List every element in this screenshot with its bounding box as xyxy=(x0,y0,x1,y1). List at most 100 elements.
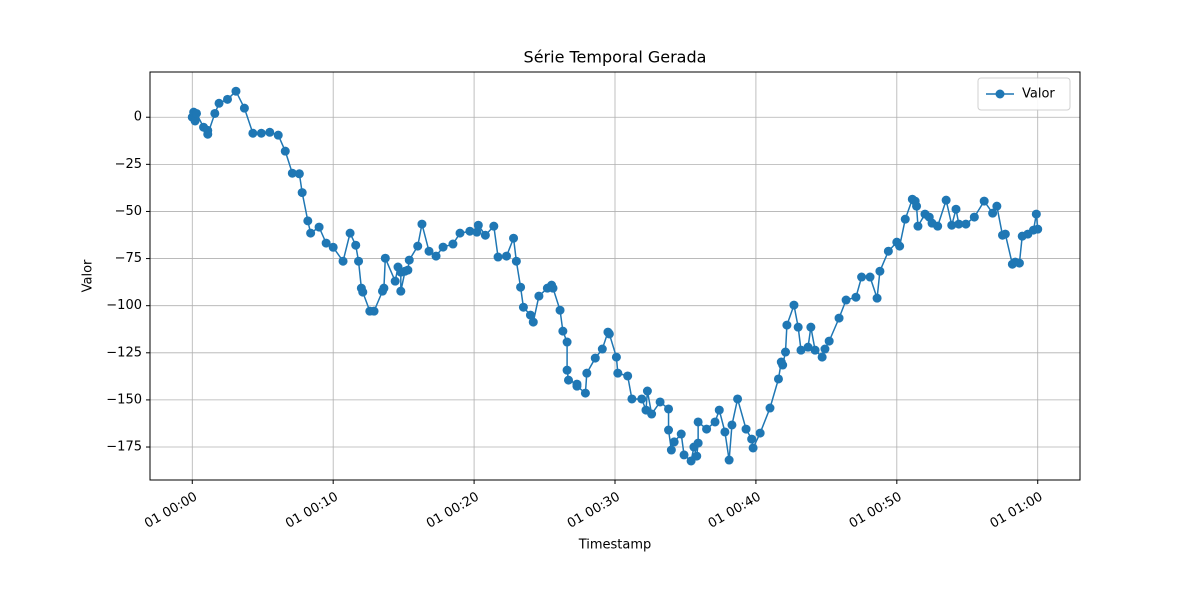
data-point xyxy=(789,300,799,310)
data-point xyxy=(493,252,503,262)
data-point xyxy=(580,388,590,398)
data-point xyxy=(900,214,910,224)
data-point xyxy=(664,404,674,414)
data-point xyxy=(306,228,316,238)
data-point xyxy=(231,86,241,96)
data-point xyxy=(692,451,702,461)
data-point xyxy=(489,221,499,231)
data-point xyxy=(803,342,813,352)
data-point xyxy=(947,220,957,230)
data-point xyxy=(875,266,885,276)
data-point xyxy=(841,295,851,305)
data-point xyxy=(834,313,844,323)
data-point xyxy=(724,455,734,465)
data-point xyxy=(666,445,676,455)
data-point xyxy=(773,374,783,384)
data-point xyxy=(280,146,290,156)
data-point xyxy=(824,336,834,346)
data-point xyxy=(988,208,998,218)
data-point xyxy=(509,233,519,243)
data-point xyxy=(534,291,544,301)
data-point xyxy=(480,230,490,240)
data-point xyxy=(562,337,572,347)
data-point xyxy=(655,397,665,407)
data-point xyxy=(941,195,951,205)
data-point xyxy=(755,428,765,438)
data-point xyxy=(528,317,538,327)
data-point xyxy=(782,320,792,330)
data-point xyxy=(1033,224,1043,234)
data-point xyxy=(806,322,816,332)
y-tick-label: −75 xyxy=(115,251,142,266)
plot-frame xyxy=(149,71,1081,481)
data-point xyxy=(992,201,1002,211)
data-point xyxy=(413,241,423,251)
data-point xyxy=(741,424,751,434)
data-point xyxy=(190,116,200,126)
data-point xyxy=(192,108,201,118)
data-point xyxy=(297,188,307,198)
data-point xyxy=(810,345,820,355)
data-point xyxy=(604,329,614,339)
y-tick-label: −125 xyxy=(106,345,142,360)
data-point xyxy=(338,256,348,266)
data-point xyxy=(748,443,758,453)
data-point xyxy=(380,253,390,263)
data-point xyxy=(287,168,297,178)
data-point xyxy=(321,238,331,248)
data-point xyxy=(933,221,943,231)
data-point xyxy=(214,98,224,108)
data-point xyxy=(781,347,790,357)
data-point xyxy=(558,326,568,336)
data-point xyxy=(518,302,528,312)
data-point xyxy=(472,227,482,237)
data-point xyxy=(969,212,979,222)
data-point xyxy=(702,424,712,434)
data-point xyxy=(448,239,458,249)
data-point xyxy=(303,216,313,226)
data-point xyxy=(793,322,803,332)
data-point xyxy=(623,371,633,381)
data-point xyxy=(710,417,720,427)
data-point xyxy=(354,256,364,266)
y-tick-label: −25 xyxy=(115,157,142,172)
data-point xyxy=(465,226,475,236)
data-point xyxy=(895,241,905,251)
data-point xyxy=(637,394,647,404)
y-tick-label: 0 xyxy=(134,110,142,125)
data-point xyxy=(851,292,861,302)
data-point xyxy=(239,103,249,113)
data-point xyxy=(273,130,283,140)
data-point xyxy=(314,222,324,232)
data-point xyxy=(765,403,775,413)
data-point xyxy=(396,286,406,296)
data-point xyxy=(597,344,607,354)
data-point xyxy=(733,394,743,404)
data-point xyxy=(369,306,379,316)
y-axis-label: Valor xyxy=(81,259,96,292)
data-point xyxy=(912,201,922,211)
data-point xyxy=(525,310,535,320)
legend-label: Valor xyxy=(1022,87,1055,102)
data-point xyxy=(417,219,427,229)
data-point xyxy=(647,409,657,419)
data-point xyxy=(548,283,558,293)
data-point xyxy=(328,242,338,252)
data-point xyxy=(1000,229,1010,239)
data-point xyxy=(778,360,788,370)
data-point xyxy=(351,240,361,250)
data-point xyxy=(431,251,441,261)
x-axis-label: Timestamp xyxy=(578,538,652,553)
data-point xyxy=(642,386,652,396)
data-point xyxy=(679,450,689,460)
data-point xyxy=(676,429,686,439)
data-point xyxy=(516,282,526,292)
data-point xyxy=(747,434,757,444)
data-point xyxy=(572,381,582,391)
data-point xyxy=(979,196,989,206)
data-point xyxy=(817,352,827,362)
data-point xyxy=(954,219,964,229)
data-point xyxy=(1031,209,1041,219)
data-point xyxy=(714,405,724,415)
